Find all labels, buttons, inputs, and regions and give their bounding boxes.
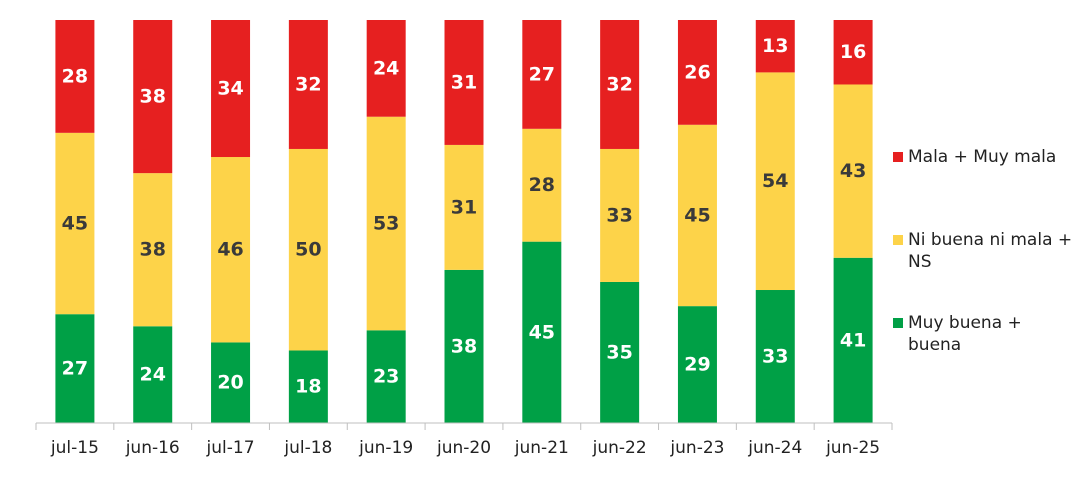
bar-segment	[55, 20, 95, 133]
legend-swatch-muy-buena	[893, 318, 903, 328]
bar-segment	[55, 314, 95, 423]
bar-segment	[600, 148, 640, 282]
bar-segment	[288, 148, 328, 351]
bar-segment	[677, 20, 717, 125]
bar-segment	[366, 20, 406, 117]
bar-segment	[833, 257, 873, 423]
x-tick-label: jun-21	[514, 438, 569, 458]
data-label: 16	[840, 41, 866, 63]
legend-item-mala: Mala + Muy mala	[893, 146, 1077, 168]
x-tick-label: jun-23	[669, 438, 724, 458]
bar-segment	[833, 84, 873, 258]
data-label: 54	[762, 170, 788, 192]
bar-segment	[211, 342, 251, 423]
data-label: 50	[295, 239, 321, 261]
data-label: 31	[451, 71, 477, 93]
data-label: 33	[606, 204, 632, 226]
bar-segment	[677, 306, 717, 423]
data-label: 45	[529, 321, 555, 343]
legend-swatch-mala	[893, 152, 903, 162]
data-label: 28	[62, 65, 88, 87]
bar-segment	[444, 20, 484, 145]
bar-segment	[522, 20, 562, 129]
x-axis: jul-15 jun-16 jul-17 jul-18 jun-19 jun-20 jun-…	[35, 422, 893, 458]
x-tick-label: jun-25	[825, 438, 880, 458]
bar-segment	[55, 132, 95, 315]
data-label: 35	[606, 341, 632, 363]
data-label: 38	[140, 239, 166, 261]
data-label: 41	[840, 329, 866, 351]
data-label: 34	[217, 78, 243, 100]
bar-segment	[366, 330, 406, 423]
data-label: 27	[529, 63, 555, 85]
bar-segment	[522, 241, 562, 423]
data-label: 33	[762, 346, 788, 368]
bar-segment	[600, 281, 640, 423]
data-label: 29	[684, 354, 710, 376]
legend-label-muy-buena: Muy buena + buena	[908, 313, 1022, 355]
data-label: 53	[373, 213, 399, 235]
legend-label-ni-buena-ni-mala: Ni buena ni mala + NS	[908, 230, 1073, 272]
data-label: 28	[529, 174, 555, 196]
data-label: 20	[217, 372, 243, 394]
data-label: 45	[62, 213, 88, 235]
data-label: 27	[62, 358, 88, 380]
bar-segment	[133, 173, 173, 327]
bar-segment	[833, 20, 873, 85]
bar-segment	[522, 128, 562, 242]
x-tick-label: jun-22	[592, 438, 647, 458]
data-label: 43	[840, 160, 866, 182]
x-tick-label: jun-20	[436, 438, 491, 458]
data-label: 23	[373, 366, 399, 388]
bar-segment	[600, 20, 640, 149]
bar-segment	[755, 290, 795, 423]
data-label: 26	[684, 61, 710, 83]
data-label: 38	[140, 86, 166, 108]
bar-segment	[755, 20, 795, 73]
data-label: 32	[295, 73, 321, 95]
bar-segment	[366, 116, 406, 331]
legend-label-mala: Mala + Muy mala	[908, 147, 1057, 167]
data-label: 45	[684, 204, 710, 226]
stacked-bar-chart: 27 45 28 24 38 38 20 46 34 18 50 32 23 53 24 38 31 31 45 28…	[35, 20, 893, 458]
data-label: 38	[451, 335, 477, 357]
bar-segment	[755, 72, 795, 291]
bar-segment	[677, 124, 717, 307]
bar-segment	[288, 350, 328, 423]
legend-swatch-ni-buena-ni-mala	[893, 235, 903, 245]
bars-group: 27 45 28 24 38 38 20 46 34 18 50 32 23 53 24 38 31 31 45 28…	[55, 20, 873, 423]
bar-segment	[444, 144, 484, 270]
x-tick-label: jul-17	[206, 438, 255, 458]
data-label: 46	[217, 239, 243, 261]
data-label: 13	[762, 35, 788, 57]
x-tick-label: jul-18	[283, 438, 332, 458]
legend-item-muy-buena: Muy buena + buena	[893, 312, 1077, 356]
data-label: 24	[373, 57, 399, 79]
x-tick-label: jul-15	[50, 438, 99, 458]
data-label: 24	[140, 364, 166, 386]
bar-segment	[211, 20, 251, 158]
bar-segment	[133, 326, 173, 423]
bar-segment	[211, 157, 251, 343]
bar-segment	[444, 269, 484, 423]
data-label: 32	[606, 73, 632, 95]
x-tick-label: jun-16	[125, 438, 180, 458]
bar-segment	[288, 20, 328, 149]
data-label: 18	[295, 376, 321, 398]
data-label: 31	[451, 196, 477, 218]
legend-item-ni-buena-ni-mala: Ni buena ni mala + NS	[893, 229, 1077, 273]
x-tick-label: jun-24	[747, 438, 802, 458]
x-tick-label: jun-19	[358, 438, 413, 458]
bar-segment	[133, 20, 173, 174]
